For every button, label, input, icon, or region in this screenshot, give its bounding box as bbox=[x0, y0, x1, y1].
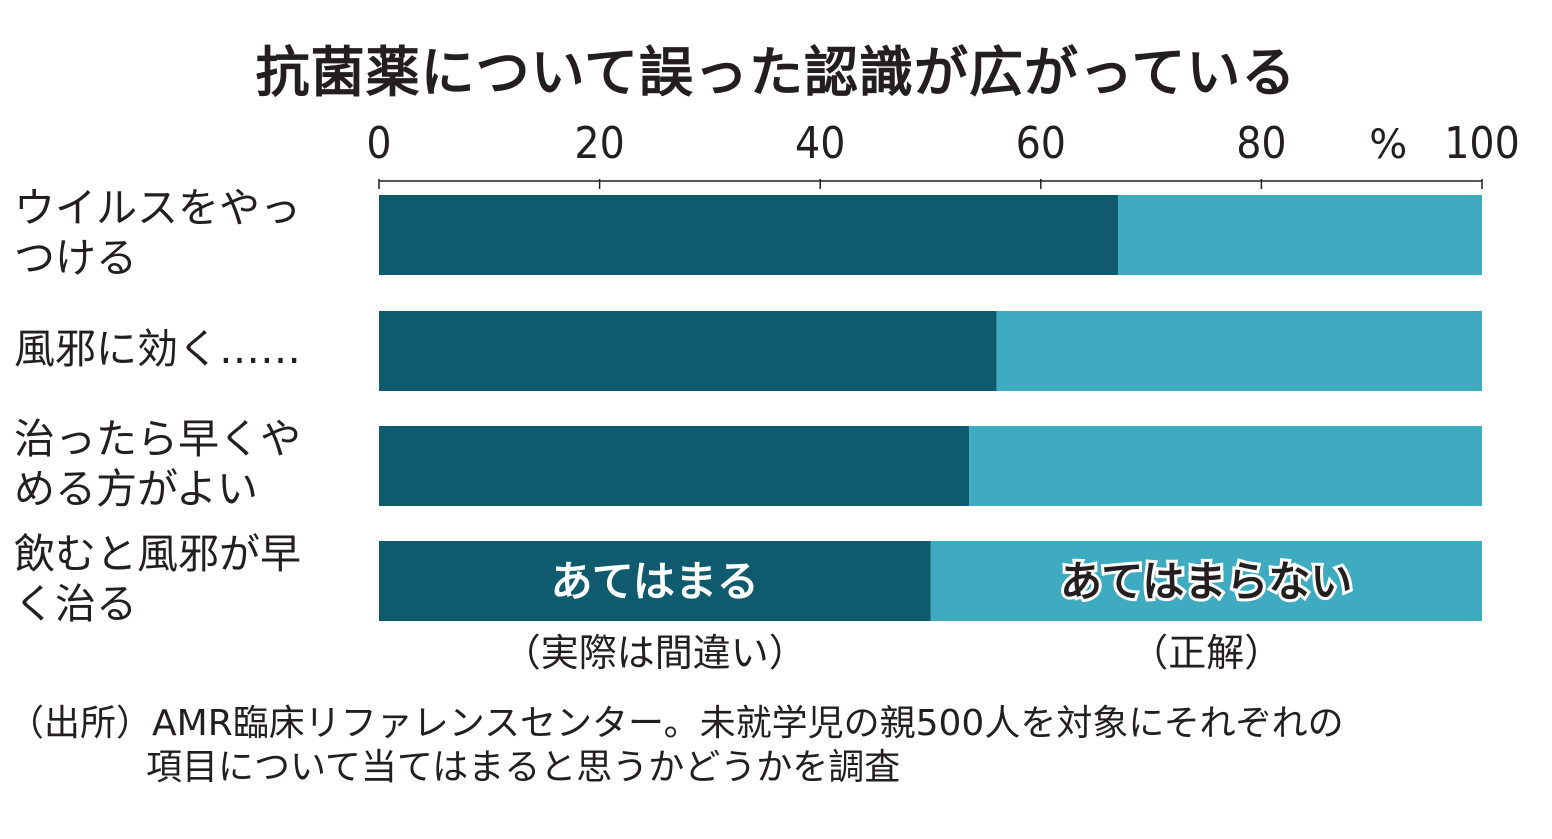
bar-segment-applies bbox=[379, 195, 1119, 275]
category-label: 飲むと風邪が早 く治る bbox=[14, 530, 301, 628]
bar-segment-not-applies bbox=[996, 311, 1482, 391]
bar-segment-applies bbox=[379, 311, 997, 391]
series-label-applies: あてはまる bbox=[551, 557, 759, 606]
x-tick-label: 20 bbox=[574, 118, 624, 169]
source-note: （出所）AMR臨床リファレンスセンター。未就学児の親500人を対象にそれぞれの … bbox=[8, 702, 1548, 790]
series-label-not-applies: あてはまらない bbox=[1060, 557, 1352, 606]
bar-segment-applies bbox=[379, 426, 970, 506]
x-tick-label: 60 bbox=[1016, 118, 1066, 169]
x-tick-label: 80 bbox=[1236, 118, 1286, 169]
x-unit-label: % bbox=[1369, 122, 1407, 168]
category-label: ウイルスをやっ つける bbox=[14, 184, 301, 282]
note-actually-wrong: （実際は間違い） bbox=[503, 631, 807, 675]
bar-segment-applies bbox=[379, 541, 931, 621]
x-tick-label: 0 bbox=[366, 118, 391, 169]
bar-segment-not-applies bbox=[1118, 195, 1482, 275]
x-tick-label: 100 bbox=[1444, 118, 1520, 169]
bar-segment-not-applies bbox=[969, 426, 1482, 506]
note-correct: （正解） bbox=[1130, 631, 1282, 675]
source-line-1: （出所）AMR臨床リファレンスセンター。未就学児の親500人を対象にそれぞれの bbox=[8, 703, 1344, 744]
source-line-2: 項目について当てはまると思うかどうかを調査 bbox=[146, 747, 901, 788]
chart-title: 抗菌薬について誤った認識が広がっている bbox=[255, 41, 1297, 104]
bar-segment-not-applies bbox=[930, 541, 1482, 621]
x-tick-label: 40 bbox=[795, 118, 845, 169]
category-label: 風邪に効く…… bbox=[14, 325, 301, 373]
category-label: 治ったら早くや める方がよい bbox=[14, 415, 301, 513]
